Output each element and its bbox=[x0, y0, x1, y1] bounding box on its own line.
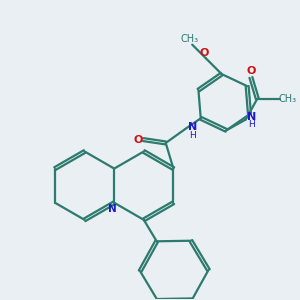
Text: O: O bbox=[200, 48, 209, 58]
Text: H: H bbox=[248, 120, 255, 129]
Text: N: N bbox=[188, 122, 197, 133]
Text: O: O bbox=[133, 135, 142, 145]
Text: N: N bbox=[108, 204, 117, 214]
Text: N: N bbox=[247, 112, 256, 122]
Text: O: O bbox=[246, 66, 256, 76]
Text: CH₃: CH₃ bbox=[279, 94, 297, 104]
Text: H: H bbox=[189, 131, 196, 140]
Text: CH₃: CH₃ bbox=[180, 34, 198, 44]
